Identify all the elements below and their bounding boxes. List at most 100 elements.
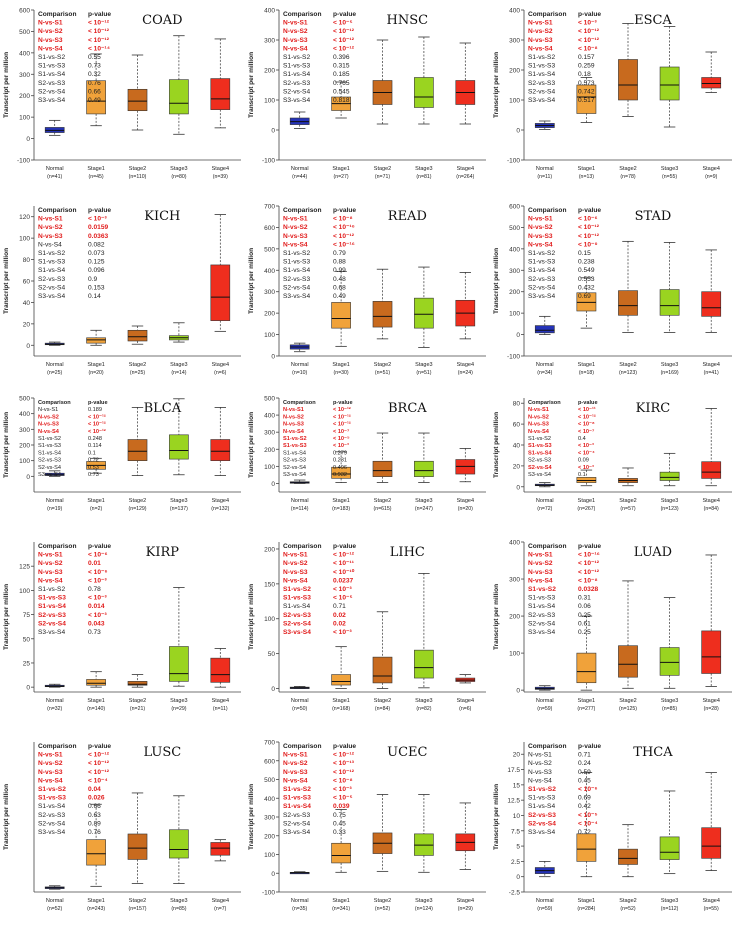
y-tick-label: 100	[509, 98, 520, 105]
y-tick-label: 500	[264, 246, 275, 253]
y-tick-label: 20	[23, 321, 31, 328]
stat-pvalue: 0.573	[578, 80, 595, 87]
count-label: (n=27)	[334, 174, 349, 180]
iqr-box	[210, 657, 231, 683]
stat-comparison: S1-vs-S2	[38, 436, 61, 442]
box-stage3	[414, 36, 434, 125]
stat-pvalue: < 10⁻³	[88, 595, 107, 602]
count-label: (n=25)	[47, 370, 62, 376]
box-stage1	[86, 671, 106, 688]
y-tick-label: 300	[264, 289, 275, 296]
count-label: (n=7)	[214, 906, 227, 912]
panel-brca: 0 100 200 300 400 500 Transcript per million No…	[245, 388, 490, 528]
panel-kirp: 0 25 50 75 100 125 Transcript per million Norma…	[0, 532, 245, 728]
stat-comparison: N-vs-S1	[38, 216, 63, 223]
stat-comparison: N-vs-S3	[528, 769, 552, 776]
stat-comparison: S1-vs-S2	[528, 786, 556, 793]
y-tick-label: 200	[509, 289, 520, 296]
stat-comparison: S3-vs-S4	[38, 472, 61, 478]
count-label: (n=78)	[620, 174, 635, 180]
count-label: (n=34)	[537, 370, 552, 376]
stats-header-pvalue: p-value	[578, 743, 601, 750]
panel-coad: -100 0 100 200 300 400 500 600 Transcript per mi…	[0, 0, 245, 196]
category-label: Stage2	[619, 166, 636, 172]
count-label: (n=247)	[415, 506, 433, 512]
stat-comparison: S2-vs-S3	[38, 276, 65, 283]
y-tick-label: 0	[271, 128, 275, 135]
stat-comparison: S1-vs-S4	[528, 803, 555, 810]
stat-pvalue: 0.55	[88, 54, 101, 61]
chart-title: LUAD	[634, 545, 672, 560]
iqr-box	[659, 66, 680, 101]
y-axis-label: Transcript per million	[493, 412, 500, 478]
stat-comparison: S1-vs-S4	[283, 267, 310, 274]
iqr-box	[86, 337, 106, 344]
box-stage4	[210, 38, 231, 129]
panel-kirc: 0 20 40 60 80 Transcript per million Normal (n=…	[490, 388, 736, 528]
box-stage4	[701, 772, 722, 871]
stat-pvalue: 0.71	[578, 752, 591, 759]
count-label: (n=84)	[704, 506, 719, 512]
category-label: Stage4	[212, 362, 229, 368]
box-stage3	[414, 794, 434, 873]
stat-pvalue: 0.742	[578, 88, 595, 95]
stat-pvalue: 0.25	[578, 629, 591, 636]
category-label: Stage3	[661, 362, 678, 368]
count-label: (n=341)	[332, 906, 350, 912]
stat-pvalue: 0.396	[333, 54, 350, 61]
y-tick-label: 0	[271, 686, 275, 693]
stat-pvalue: < 10⁻³	[578, 464, 594, 471]
category-label: Stage3	[170, 362, 187, 368]
category-label: Stage4	[702, 362, 719, 368]
iqr-box	[331, 466, 351, 479]
stat-comparison: S2-vs-S3	[528, 458, 551, 464]
stat-pvalue: < 10⁻⁶	[578, 786, 598, 793]
stat-pvalue: 0.75	[333, 812, 346, 819]
stat-pvalue: < 10⁻¹²	[578, 569, 600, 576]
iqr-box	[169, 434, 189, 460]
stat-comparison: S1-vs-S4	[38, 267, 65, 274]
box-stage2	[618, 240, 638, 333]
box-stage2	[372, 39, 393, 125]
box-normal	[289, 479, 310, 484]
stat-pvalue: 0.315	[333, 63, 350, 70]
count-label: (n=25)	[130, 370, 145, 376]
category-label: Normal	[291, 498, 309, 504]
stats-header-pvalue: p-value	[88, 543, 111, 550]
stat-pvalue: < 10⁻¹²	[333, 233, 355, 240]
y-tick-label: 100	[19, 458, 30, 465]
stat-comparison: S1-vs-S4	[38, 450, 61, 456]
stat-comparison: N-vs-S4	[528, 241, 553, 248]
y-tick-label: 300	[19, 72, 30, 79]
count-label: (n=124)	[415, 906, 433, 912]
stat-pvalue: 0.096	[88, 267, 105, 274]
stat-pvalue: 0.0328	[578, 586, 599, 593]
stat-comparison: N-vs-S4	[283, 45, 308, 52]
y-tick-label: 300	[509, 577, 520, 584]
count-label: (n=71)	[375, 174, 390, 180]
stat-pvalue: < 10⁻¹³	[333, 760, 355, 767]
stat-pvalue: < 10⁻¹⁶	[333, 224, 355, 231]
stats-header-pvalue: p-value	[88, 207, 111, 214]
count-label: (n=243)	[87, 906, 105, 912]
stat-comparison: S1-vs-S3	[38, 443, 61, 449]
stat-comparison: S1-vs-S4	[283, 71, 310, 78]
stat-comparison: S3-vs-S4	[528, 472, 551, 478]
stat-comparison: N-vs-S1	[528, 216, 553, 223]
chart-svg: -100 0 100 200 300 400 500 600 Transcript per mi…	[3, 8, 241, 180]
y-tick-label: 0	[271, 481, 275, 488]
stat-pvalue: < 10⁻¹²	[578, 28, 600, 35]
stat-pvalue: < 10⁻¹²	[333, 406, 351, 413]
stat-pvalue: 0.09	[578, 458, 589, 464]
iqr-box	[659, 647, 680, 676]
y-tick-label: 0	[516, 484, 520, 491]
box-stage1	[331, 451, 351, 483]
chart-svg: -100 0 100 200 300 400 Transcript per million N…	[493, 8, 732, 180]
stats-header-comparison: Comparison	[528, 207, 566, 214]
stat-comparison: S2-vs-S4	[528, 284, 555, 291]
count-label: (n=57)	[620, 506, 635, 512]
stat-comparison: N-vs-S4	[283, 777, 308, 784]
count-label: (n=123)	[619, 370, 637, 376]
y-tick-label: 100	[19, 588, 30, 595]
iqr-box	[618, 848, 638, 865]
